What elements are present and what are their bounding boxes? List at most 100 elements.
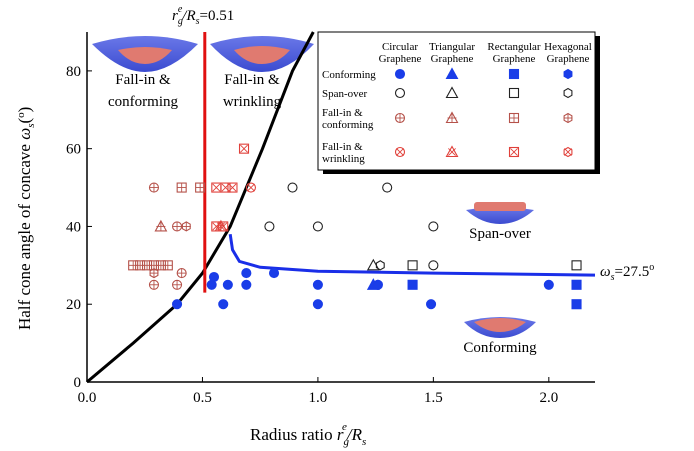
point-part xyxy=(212,183,221,192)
legend-column-header: Triangular xyxy=(429,41,475,53)
legend-marker-part xyxy=(563,68,573,80)
point-part xyxy=(219,222,228,231)
point xyxy=(227,182,238,193)
point xyxy=(571,299,582,310)
point-part xyxy=(247,183,255,192)
legend-marker-part xyxy=(445,145,459,158)
x-tick-label: 2.0 xyxy=(539,390,558,406)
point xyxy=(214,219,228,232)
y-tick-label: 60 xyxy=(66,142,81,158)
point-part xyxy=(240,144,248,153)
inset-fall-in-conforming xyxy=(92,36,198,72)
point-part xyxy=(268,268,280,279)
x-tick-label: 1.5 xyxy=(424,390,443,406)
point xyxy=(211,182,222,193)
point xyxy=(172,299,183,310)
point xyxy=(571,279,582,290)
legend-marker-part xyxy=(394,146,406,158)
legend-marker xyxy=(508,87,520,99)
point-part xyxy=(241,268,252,279)
point-part xyxy=(312,299,323,310)
point-part xyxy=(245,182,256,193)
region-label: Span-over xyxy=(469,226,531,242)
region-label: wrinkling xyxy=(223,94,282,110)
point xyxy=(206,279,217,290)
plot-area: 0.0 0.5 1.0 1.5 2.0 0 20 40 60 80 xyxy=(66,31,596,406)
point xyxy=(172,279,183,290)
y-tick-label: 0 xyxy=(74,375,82,391)
region-label: Fall-in & xyxy=(115,72,171,88)
point xyxy=(382,182,393,193)
point xyxy=(428,221,439,232)
point xyxy=(238,143,250,154)
legend-row-label: wrinkling xyxy=(322,153,365,165)
point xyxy=(245,182,256,193)
ratio-annotation: rge/Rs=0.51 xyxy=(172,4,234,27)
point-part xyxy=(312,279,323,290)
point xyxy=(218,299,229,310)
point xyxy=(428,260,439,271)
point-part xyxy=(382,182,393,193)
legend-marker-part xyxy=(510,148,518,156)
legend-marker-part xyxy=(563,87,573,99)
legend-box xyxy=(317,31,596,171)
point xyxy=(148,279,160,290)
x-axis-label: Radius ratio rge/Rs xyxy=(250,421,366,448)
legend-marker xyxy=(394,87,406,99)
point-part xyxy=(241,279,252,290)
legend-marker xyxy=(563,68,573,80)
point-part xyxy=(238,143,250,154)
point xyxy=(149,267,159,279)
point-part xyxy=(217,222,225,231)
point xyxy=(172,221,183,232)
x-tick-label: 0.5 xyxy=(193,390,212,406)
y-tick-label: 40 xyxy=(66,219,81,235)
point xyxy=(195,182,206,193)
point xyxy=(241,279,252,290)
legend-marker-part xyxy=(508,146,520,158)
point-part xyxy=(218,299,229,310)
point xyxy=(312,279,323,290)
point-part xyxy=(407,260,418,271)
point-part xyxy=(227,182,238,193)
point xyxy=(287,182,298,193)
legend-marker-part xyxy=(445,86,459,99)
point xyxy=(176,268,187,279)
point-part xyxy=(228,183,237,192)
omega-annotation: ωs=27.5o xyxy=(600,262,654,283)
point xyxy=(181,221,191,232)
point-part xyxy=(206,279,217,290)
region-label: conforming xyxy=(108,94,178,110)
point-part xyxy=(571,299,582,310)
legend-marker-part xyxy=(394,87,406,99)
point xyxy=(312,299,323,310)
point xyxy=(543,279,554,290)
region-label: Conforming xyxy=(463,340,537,356)
point xyxy=(241,268,252,279)
legend-marker-part xyxy=(563,146,573,158)
region-label: Fall-in & xyxy=(224,72,280,88)
point xyxy=(176,182,187,193)
point-part xyxy=(222,279,233,290)
point xyxy=(222,279,233,290)
legend-marker xyxy=(394,112,406,124)
legend-marker xyxy=(394,68,406,80)
point-part xyxy=(428,221,439,232)
legend-row-label: Fall-in & xyxy=(322,107,363,119)
legend-marker xyxy=(394,146,406,158)
inset-span-over xyxy=(466,202,534,224)
legend-row-label: conforming xyxy=(322,119,374,131)
point-part xyxy=(375,260,385,271)
point xyxy=(375,260,385,271)
inset-fall-in-wrinkling xyxy=(210,36,314,72)
legend-row-label: Fall-in & xyxy=(322,141,363,153)
legend-marker xyxy=(445,111,459,124)
y-tick-label: 20 xyxy=(66,297,81,313)
legend-marker xyxy=(563,146,573,158)
legend-marker xyxy=(508,68,520,80)
point-part xyxy=(287,182,298,193)
point-part xyxy=(543,279,554,290)
point-part xyxy=(428,260,439,271)
legend-column-header: Rectangular xyxy=(487,41,540,53)
